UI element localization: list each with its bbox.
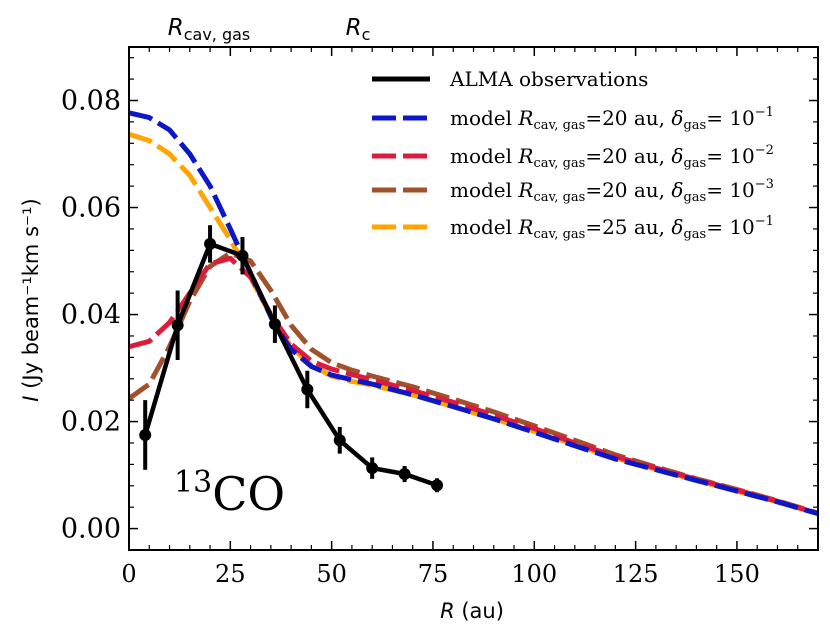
- y-tick-label: 0.06: [61, 193, 121, 224]
- observation-point: [171, 319, 184, 332]
- marker-rcav-label: Rcav, gas: [168, 15, 251, 44]
- x-tick-label: 50: [316, 560, 347, 588]
- x-tick-label: 75: [418, 560, 449, 588]
- observation-point: [268, 318, 281, 331]
- x-tick-label: 100: [511, 560, 557, 588]
- y-tick-label: 0.02: [61, 407, 121, 438]
- series-line-1: [129, 110, 818, 517]
- observations-line: [143, 241, 438, 488]
- annotation-13co: 13CO: [174, 465, 285, 521]
- series-layer: [129, 110, 818, 517]
- observation-point: [236, 249, 249, 262]
- observation-point: [139, 428, 152, 441]
- x-tick-label: 125: [613, 560, 659, 588]
- x-tick-label: 150: [714, 560, 760, 588]
- y-axis-label: I (Jy beam⁻¹km s⁻¹): [19, 198, 43, 401]
- legend-label-alma: ALMA observations: [449, 67, 648, 91]
- observation-point: [431, 479, 444, 492]
- y-tick-label: 0.08: [61, 86, 121, 117]
- x-axis-label: R (au): [440, 599, 504, 623]
- observation-point: [398, 468, 411, 481]
- observation-point: [333, 434, 346, 447]
- y-tick-label: 0.00: [61, 514, 121, 545]
- legend-label-model-4: model Rcav, gas=25 au, δgas= 10−1: [450, 214, 774, 242]
- tick-layer: 0 25 50 75 100 125 150 0.00 0.02 0.04 0.06 0.08: [61, 47, 818, 588]
- legend-label-model-2: model Rcav, gas=20 au, δgas= 10−2: [450, 143, 774, 171]
- legend-label-model-1: model Rcav, gas=20 au, δgas= 10−1: [450, 105, 774, 133]
- x-tick-label: 25: [215, 560, 246, 588]
- top-markers: Rcav, gas Rc: [168, 15, 371, 44]
- observation-point: [204, 237, 217, 250]
- observation-point: [301, 383, 314, 396]
- y-tick-label: 0.04: [61, 300, 121, 331]
- legend-label-model-3: model Rcav, gas=20 au, δgas= 10−3: [450, 177, 774, 205]
- x-tick-label: 0: [121, 560, 136, 588]
- legend: ALMA observations model Rcav, gas=20 au,…: [372, 67, 774, 242]
- observation-point: [366, 462, 379, 475]
- marker-rc-label: Rc: [346, 15, 371, 44]
